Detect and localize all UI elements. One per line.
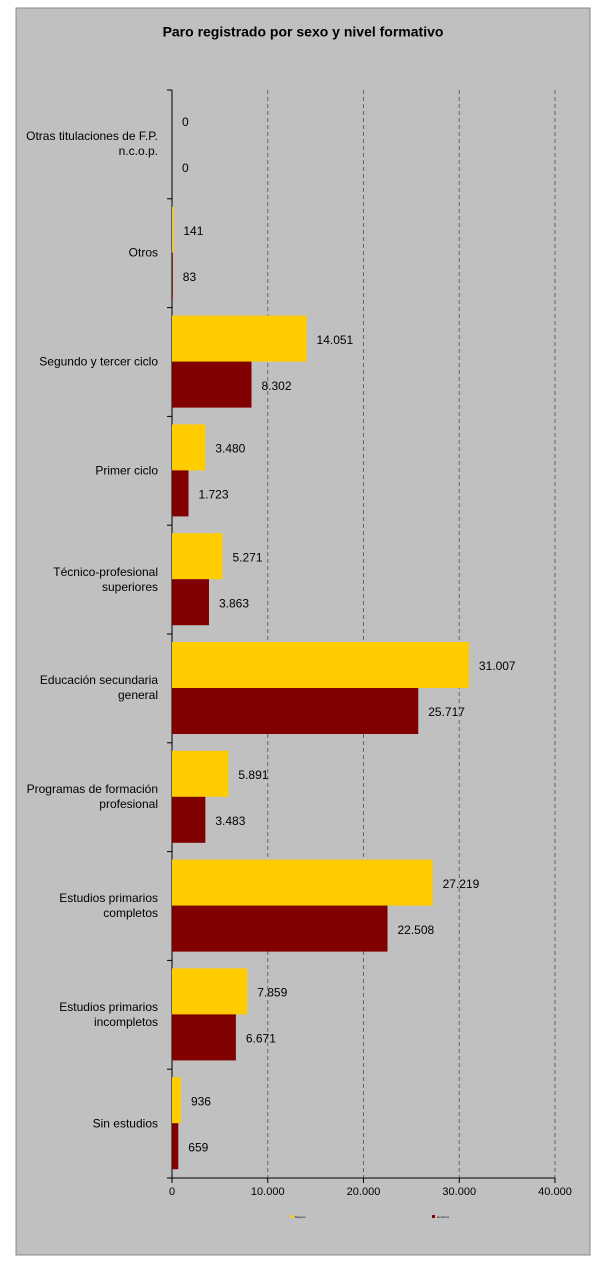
- bar: [172, 1014, 236, 1061]
- y-tick-label: Estudios primarios completos: [59, 891, 158, 920]
- bar: [172, 642, 469, 688]
- data-label: 7.859: [257, 986, 287, 1000]
- y-tick-label: Educación secundaria general: [39, 673, 158, 703]
- y-tick-label: Estudios primarios incompletos: [59, 999, 158, 1029]
- chart-title: Paro registrado por sexo y nivel formati…: [163, 24, 444, 40]
- y-tick-label: Sin estudios: [92, 1116, 158, 1131]
- data-label: 659: [188, 1140, 208, 1154]
- bar: [172, 315, 307, 362]
- data-label: 22.508: [398, 923, 435, 937]
- data-label: 5.271: [232, 550, 262, 564]
- data-label: 31.007: [479, 659, 516, 673]
- x-tick-label: 30.000: [442, 1186, 476, 1198]
- data-label: 8.302: [261, 379, 291, 393]
- x-tick-label: 0: [169, 1186, 175, 1198]
- bar: [172, 750, 229, 797]
- data-label: 3.483: [215, 814, 245, 828]
- bar: [172, 470, 189, 517]
- data-label: 936: [191, 1094, 211, 1108]
- data-label: 27.219: [443, 877, 480, 891]
- y-tick-label: Primer ciclo: [95, 463, 158, 478]
- bar: [172, 688, 419, 734]
- data-label: 0: [182, 161, 189, 175]
- data-label: 14.051: [317, 333, 354, 347]
- bar: [172, 968, 248, 1015]
- bar: [172, 796, 206, 843]
- bar: [172, 361, 252, 408]
- y-tick-label: Programas de formación profesional: [26, 782, 158, 812]
- bar: [172, 206, 174, 253]
- data-label: 6.671: [246, 1032, 276, 1046]
- data-label: 3.480: [215, 442, 245, 456]
- y-tick-label: Segundo y tercer ciclo: [39, 354, 158, 369]
- x-tick-label: 10.000: [251, 1186, 285, 1198]
- bar: [172, 859, 433, 906]
- data-label: 141: [183, 224, 203, 238]
- x-tick-label: 20.000: [347, 1186, 381, 1198]
- data-label: 25.717: [428, 705, 465, 719]
- chart-background: [15, 7, 591, 1256]
- bar: [172, 1123, 179, 1170]
- bar: [172, 533, 223, 580]
- data-label: 83: [183, 270, 197, 284]
- bar: [172, 424, 206, 471]
- legend-label: Mujeres: [295, 1215, 306, 1219]
- bar: [172, 905, 388, 952]
- legend-swatch: [290, 1215, 293, 1218]
- legend-swatch: [432, 1215, 435, 1218]
- y-tick-label: Técnico-profesional superiores: [53, 564, 158, 594]
- data-label: 3.863: [219, 596, 249, 610]
- data-label: 0: [182, 115, 189, 129]
- bar: [172, 579, 209, 626]
- x-tick-label: 40.000: [538, 1186, 572, 1198]
- y-tick-label: Otros: [128, 245, 158, 260]
- bar: [172, 1077, 181, 1124]
- bar: [172, 252, 173, 299]
- data-label: 1.723: [198, 488, 228, 502]
- data-label: 5.891: [238, 768, 268, 782]
- legend-label: Hombres: [437, 1215, 450, 1219]
- y-tick-label: Otras titulaciones de F.P. n.c.o.p.: [26, 129, 158, 159]
